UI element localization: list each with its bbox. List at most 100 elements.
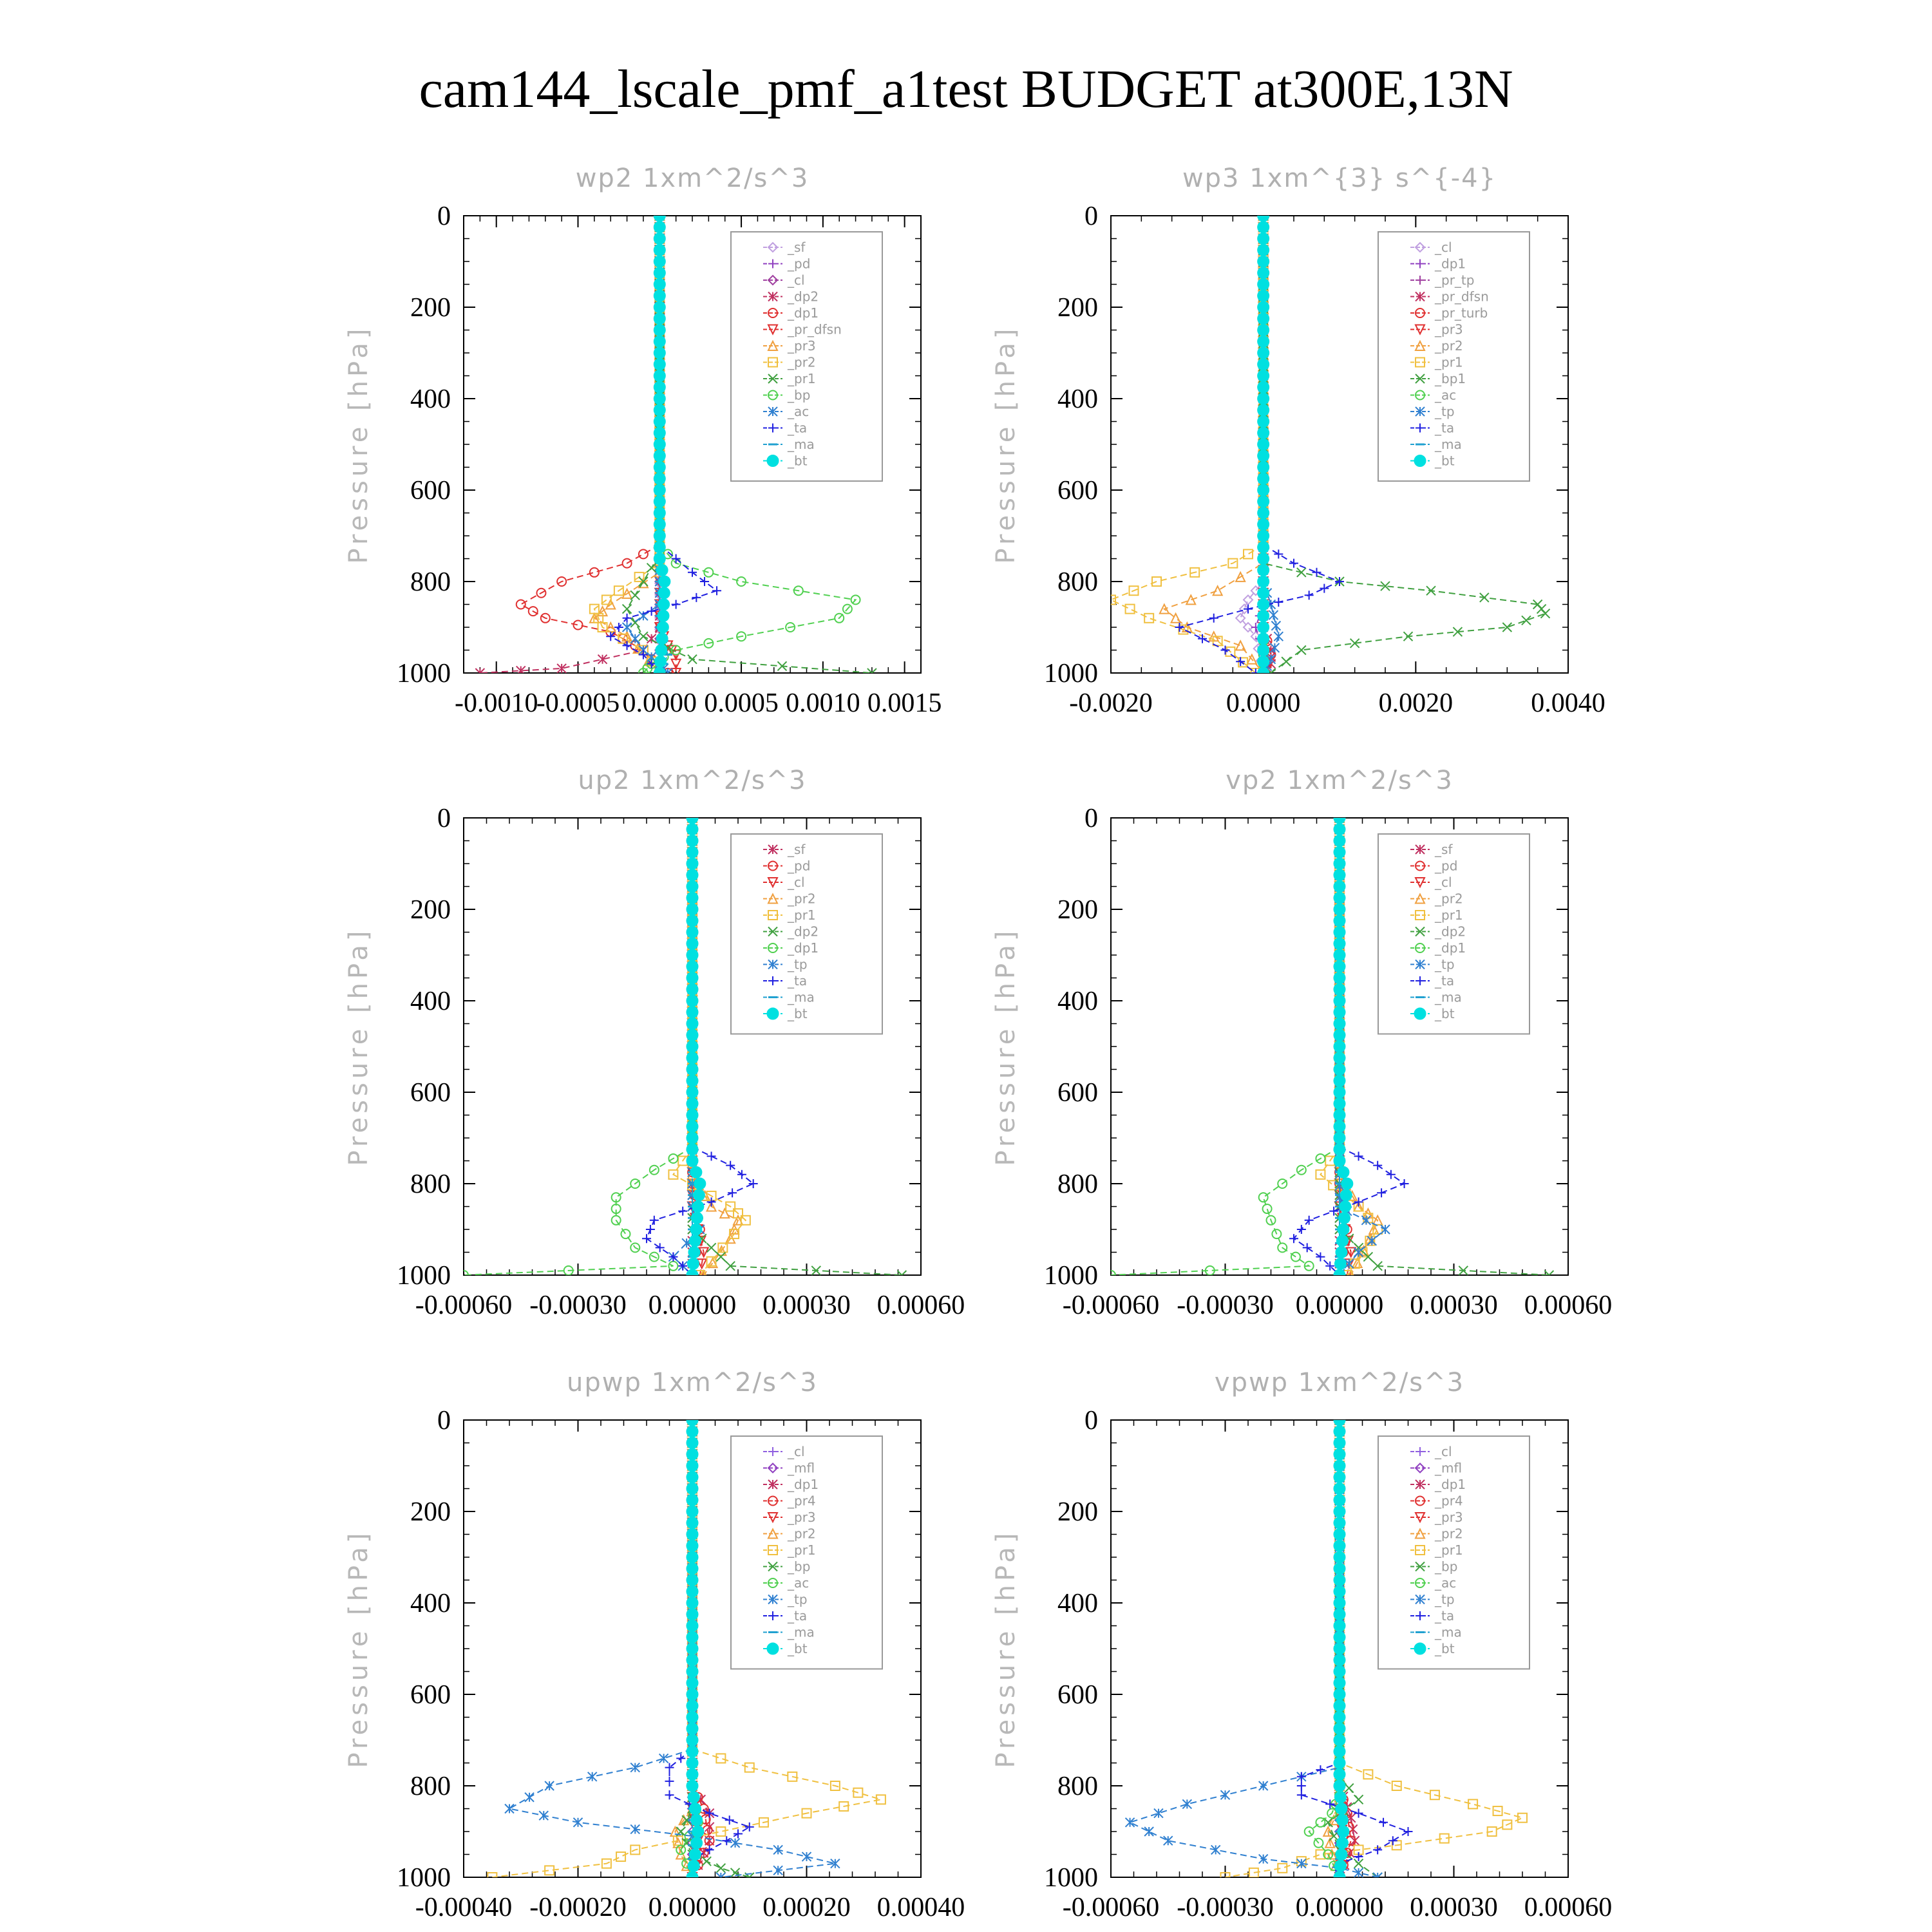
y-axis-label: Pressure [hPa] [344, 1530, 374, 1768]
legend-marker [1415, 1495, 1425, 1506]
series-line-dp1 [519, 216, 668, 673]
series-marker [1333, 1757, 1346, 1769]
series-marker [1426, 585, 1436, 596]
series-marker [1257, 335, 1270, 348]
legend-entry: _ta [787, 421, 807, 436]
legend-entry: _bt [787, 1641, 808, 1656]
series-marker [686, 937, 699, 950]
series-line-dp2 [480, 216, 661, 673]
legend-entry: _ac [787, 404, 809, 419]
legend-entry: _dp1 [1434, 1477, 1466, 1492]
legend-entry: _dp1 [787, 940, 819, 956]
legend-marker [768, 1479, 778, 1490]
series-marker [1354, 1197, 1363, 1207]
legend-entry: _bp [787, 388, 810, 403]
x-tick-label: -0.0005 [536, 688, 620, 718]
series-marker [647, 659, 656, 668]
legend-marker [1416, 1611, 1425, 1620]
series-marker [630, 1242, 641, 1253]
series-marker [1258, 1853, 1269, 1864]
series-marker [715, 1244, 727, 1256]
series-marker [688, 567, 697, 577]
legend-entry: _cl [787, 875, 805, 890]
series-marker [1236, 657, 1245, 667]
series-marker [793, 585, 804, 596]
series-marker [658, 587, 670, 600]
y-tick-label: 400 [1057, 1589, 1098, 1618]
y-tick-label: 200 [1057, 293, 1098, 323]
series-marker [1345, 1247, 1357, 1258]
series-marker [630, 1179, 641, 1189]
series-marker [1273, 631, 1284, 641]
series-marker [1257, 255, 1270, 268]
series-marker [670, 668, 682, 673]
series-marker [671, 600, 681, 609]
legend-entry: _ac [787, 1575, 809, 1591]
series-marker [1268, 610, 1279, 620]
series-marker [712, 586, 722, 596]
series-marker [1257, 346, 1270, 359]
series-marker [1242, 621, 1254, 633]
series-line-pr1 [1225, 1420, 1524, 1877]
series-marker [653, 370, 666, 382]
x-tick-label: 0.0015 [867, 688, 942, 718]
series-marker [686, 1097, 699, 1110]
y-axis-label: Pressure [hPa] [991, 325, 1021, 564]
y-axis-label: Pressure [hPa] [344, 325, 374, 564]
series-marker [686, 1109, 699, 1121]
series-marker [630, 1762, 640, 1773]
series-marker [722, 1836, 732, 1846]
series-marker [646, 562, 657, 573]
y-tick-label: 200 [410, 1497, 451, 1527]
series-marker [653, 529, 666, 542]
legend-entry: _dp1 [787, 305, 819, 321]
legend-marker [1416, 976, 1425, 985]
series-marker [1492, 1806, 1503, 1817]
series-marker [1479, 592, 1490, 603]
legend-entry: _dp1 [1434, 256, 1466, 272]
series-marker [1296, 1858, 1307, 1869]
legend-marker [768, 390, 778, 401]
series-marker [622, 613, 632, 623]
series-marker [1257, 598, 1270, 611]
series-marker [1458, 1265, 1468, 1275]
panel-title: upwp 1xm^2/s^3 [567, 1368, 818, 1397]
series-marker [1151, 576, 1162, 587]
legend-entry: _pr_dfsn [787, 322, 842, 337]
series-marker [687, 1859, 700, 1872]
series-marker [1361, 1215, 1372, 1226]
series-marker [686, 1700, 699, 1712]
series-marker [1235, 571, 1246, 582]
series-marker [1333, 1528, 1346, 1540]
series-marker [1257, 609, 1270, 622]
legend-marker [1415, 860, 1425, 871]
legend-entry: _pr3 [787, 338, 816, 354]
legend-marker [767, 324, 779, 336]
series-marker [686, 1471, 699, 1484]
series-marker [692, 1200, 705, 1213]
series-marker [686, 1562, 699, 1575]
series-marker [630, 590, 640, 601]
x-tick-label: 0.00030 [762, 1291, 851, 1320]
series-marker [1337, 1166, 1350, 1179]
series-marker [611, 1215, 621, 1226]
legend-entry: _pr2 [1434, 1526, 1463, 1542]
series-marker [1333, 1688, 1346, 1701]
series-marker [686, 1688, 699, 1701]
legend-box [730, 231, 883, 482]
series-marker [834, 612, 845, 623]
series-marker [686, 818, 699, 824]
x-tick-label: 0.0010 [786, 688, 860, 718]
x-tick-label: -0.00060 [415, 1291, 513, 1320]
series-marker [1257, 392, 1270, 405]
legend-entry: _pr3 [1434, 322, 1463, 337]
series-marker [1333, 1642, 1346, 1655]
series-marker [653, 301, 666, 314]
series-marker [686, 1505, 699, 1518]
legend-marker [766, 1007, 779, 1020]
series-marker [1322, 1825, 1334, 1837]
series-marker [1326, 1848, 1338, 1860]
legend-entry: _bt [787, 453, 808, 469]
series-marker [653, 324, 666, 336]
series-marker [801, 1808, 812, 1819]
